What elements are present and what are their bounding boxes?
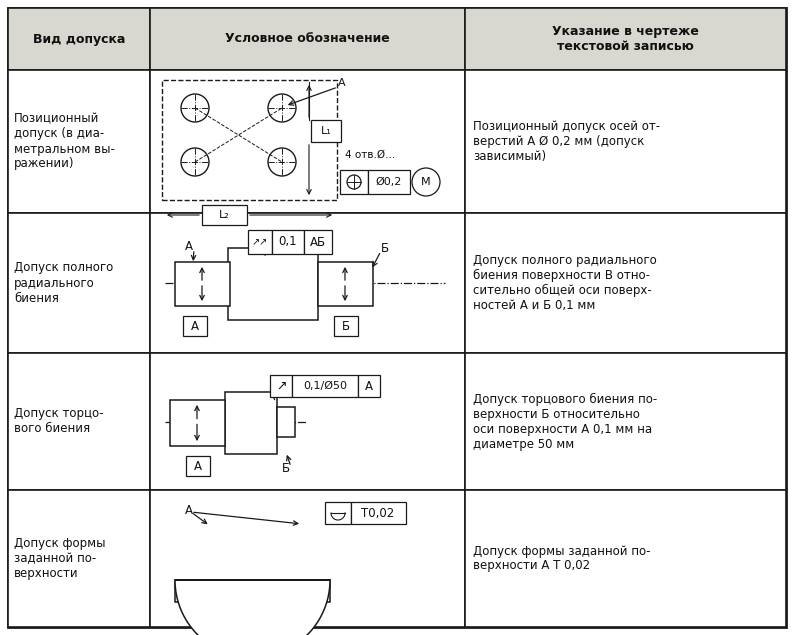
Bar [186, 456, 210, 476]
Bar [465, 70, 786, 213]
Bar [150, 353, 465, 490]
Bar [465, 213, 786, 353]
Bar [340, 170, 368, 194]
Bar [8, 70, 150, 213]
Bar [8, 8, 150, 70]
Bar [304, 230, 332, 254]
Bar [150, 8, 465, 70]
Bar [150, 490, 465, 627]
Bar [150, 213, 465, 353]
Text: L₁: L₁ [321, 126, 331, 136]
Bar [202, 205, 247, 225]
Bar [8, 353, 150, 490]
Text: Допуск полного радиального
биения поверхности В отно-
сительно общей оси поверх-: Допуск полного радиального биения поверх… [473, 254, 657, 312]
Text: Позиционный допуск осей от-
верстий А Ø 0,2 мм (допуск
зависимый): Позиционный допуск осей от- верстий А Ø … [473, 120, 660, 163]
Bar [150, 70, 465, 213]
Bar [311, 120, 341, 142]
Bar [351, 502, 406, 524]
Text: Допуск формы заданной по-
верхности А Т 0,02: Допуск формы заданной по- верхности А Т … [473, 544, 650, 573]
Bar [270, 375, 292, 397]
Bar [465, 490, 786, 627]
Bar [465, 353, 786, 490]
Bar [228, 248, 318, 320]
Circle shape [268, 94, 296, 122]
Text: Условное обозначение: Условное обозначение [225, 32, 390, 46]
Bar [162, 80, 337, 200]
Bar [325, 502, 351, 524]
Text: Допуск торцо-
вого биения: Допуск торцо- вого биения [14, 408, 103, 436]
Bar [183, 316, 207, 336]
Text: Вид допуска: Вид допуска [33, 32, 125, 46]
Bar [272, 230, 304, 254]
Text: Ø0,2: Ø0,2 [376, 177, 403, 187]
Text: Т0,02: Т0,02 [361, 507, 395, 519]
Bar [225, 392, 277, 454]
Text: Допуск формы
заданной по-
верхности: Допуск формы заданной по- верхности [14, 537, 106, 580]
Bar [358, 375, 380, 397]
Text: ↗↗: ↗↗ [252, 237, 268, 247]
Text: L₂: L₂ [219, 210, 230, 220]
Text: А: А [185, 239, 193, 253]
Bar [8, 213, 150, 353]
Bar [465, 8, 786, 70]
Bar [8, 490, 150, 627]
Text: 0,1: 0,1 [279, 236, 297, 248]
Bar [277, 407, 295, 437]
Bar [292, 375, 358, 397]
Text: А: А [365, 380, 373, 392]
Text: М: М [421, 177, 431, 187]
Text: А: А [191, 319, 199, 333]
Text: Указание в чертеже
текстовой записью: Указание в чертеже текстовой записью [552, 25, 699, 53]
Polygon shape [175, 580, 330, 635]
Text: АБ: АБ [310, 236, 326, 248]
Text: 0,1/Ø50: 0,1/Ø50 [303, 381, 347, 391]
Bar [170, 400, 225, 446]
Text: А: А [338, 78, 345, 88]
Circle shape [412, 168, 440, 196]
Text: Позиционный
допуск (в диа-
метральном вы-
ражении): Позиционный допуск (в диа- метральном вы… [14, 112, 115, 171]
Circle shape [268, 148, 296, 176]
Circle shape [347, 175, 361, 189]
Text: А: А [194, 460, 202, 472]
Text: 4 отв.Ø...: 4 отв.Ø... [345, 150, 395, 160]
Bar [248, 230, 272, 254]
Text: А: А [185, 504, 193, 516]
Bar [318, 262, 373, 306]
Text: Допуск полного
радиального
биения: Допуск полного радиального биения [14, 262, 114, 305]
Text: Допуск торцового биения по-
верхности Б относительно
оси поверхности А 0,1 мм на: Допуск торцового биения по- верхности Б … [473, 392, 657, 451]
Bar [334, 316, 358, 336]
Text: ↗: ↗ [276, 380, 287, 392]
Text: Б: Б [381, 241, 389, 255]
Bar [368, 170, 410, 194]
Circle shape [181, 148, 209, 176]
Bar [175, 580, 330, 602]
Text: Б: Б [282, 462, 290, 476]
Circle shape [181, 94, 209, 122]
Bar [175, 262, 230, 306]
Text: Б: Б [342, 319, 350, 333]
